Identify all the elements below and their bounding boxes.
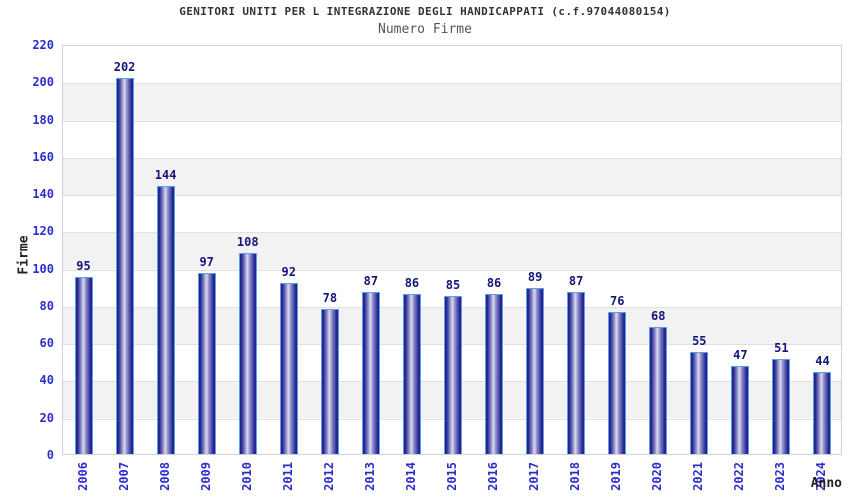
bar-2023 — [772, 358, 791, 454]
x-tick-label-2020: 2020 — [650, 462, 665, 491]
bar-value-label: 87 — [568, 273, 584, 288]
bar-value-label: 44 — [815, 354, 830, 368]
bar-value-label: 51 — [774, 340, 789, 355]
x-tick-label-2015: 2015 — [445, 462, 459, 491]
bar-value-label: 97 — [199, 255, 214, 270]
x-tick-label-2012: 2012 — [321, 462, 336, 491]
bar-2024 — [813, 372, 832, 454]
x-tick-label-2010: 2010 — [239, 462, 254, 491]
plot-area: 95 202 144 97 108 92 78 87 86 85 86 89 87 76 68 55 47 51 4… — [62, 45, 842, 455]
y-tick-label: 200 — [32, 75, 54, 90]
y-tick-label: 20 — [39, 410, 54, 425]
bar-2013 — [361, 291, 380, 454]
x-tick-label-2008: 2008 — [157, 462, 172, 491]
bar-value-label: 85 — [445, 277, 461, 292]
bar-2014 — [402, 293, 421, 454]
x-tick-label-2007: 2007 — [116, 462, 131, 491]
y-tick-label: 120 — [32, 224, 54, 239]
gridline — [63, 232, 841, 234]
bar-2022 — [731, 366, 750, 454]
bar-2006 — [74, 276, 93, 454]
x-tick-label-2021: 2021 — [691, 462, 706, 491]
bar-2011 — [279, 282, 298, 454]
x-tick-label-2014: 2014 — [403, 462, 418, 491]
bar-value-label: 76 — [609, 294, 625, 309]
bar-value-label: 86 — [404, 275, 420, 290]
bar-value-label: 202 — [113, 59, 136, 74]
gridline — [63, 157, 841, 159]
y-tick-label: 220 — [32, 38, 54, 52]
x-tick-label-2019: 2019 — [609, 462, 624, 491]
bar-2017 — [526, 288, 545, 454]
gridline — [63, 195, 841, 197]
bar-value-label: 86 — [486, 275, 502, 290]
bar-2020 — [649, 327, 668, 454]
x-tick-label-2022: 2022 — [732, 462, 747, 491]
bar-value-label: 144 — [154, 167, 177, 182]
y-tick-label: 160 — [32, 149, 54, 164]
bar-2012 — [320, 308, 339, 454]
bar-2015 — [444, 295, 462, 454]
y-tick-label: 40 — [39, 373, 54, 388]
gridline — [63, 83, 841, 85]
chart-subtitle: Numero Firme — [378, 22, 472, 37]
y-tick-label: 80 — [39, 298, 54, 313]
gridline — [63, 120, 841, 122]
x-tick-label-2013: 2013 — [362, 462, 377, 491]
bar-2018 — [567, 291, 586, 454]
x-tick-label-2009: 2009 — [198, 462, 213, 491]
x-tick-label-2006: 2006 — [75, 462, 90, 491]
bar-2008 — [156, 185, 175, 454]
bar-2009 — [197, 273, 216, 454]
bar-2010 — [238, 252, 257, 454]
bar-2016 — [485, 293, 504, 454]
y-tick-label: 140 — [32, 187, 54, 202]
bar-value-label: 68 — [651, 309, 666, 324]
y-tick-label: 60 — [39, 336, 54, 351]
x-axis-title: Anno — [810, 476, 842, 491]
bar-value-label: 87 — [363, 273, 379, 288]
bar-value-label: 92 — [281, 264, 297, 279]
x-tick-label-2023: 2023 — [773, 462, 788, 491]
bar-value-label: 47 — [733, 348, 748, 363]
bar-value-label: 55 — [692, 333, 707, 348]
bar-2021 — [690, 351, 709, 454]
x-tick-label-2011: 2011 — [280, 462, 295, 491]
bar-value-label: 78 — [322, 290, 338, 305]
y-tick-label: 100 — [32, 261, 54, 276]
bar-2019 — [608, 312, 627, 454]
y-tick-label: 0 — [46, 448, 54, 462]
bar-value-label: 95 — [76, 258, 91, 273]
x-tick-label-2016: 2016 — [486, 462, 501, 491]
gridline — [63, 269, 841, 271]
chart-title: GENITORI UNITI PER L INTEGRAZIONE DEGLI … — [179, 5, 671, 18]
x-tick-label-2018: 2018 — [568, 462, 583, 491]
y-tick-label: 180 — [32, 112, 54, 127]
x-tick-label-2017: 2017 — [527, 462, 542, 491]
bar-2007 — [115, 77, 134, 454]
bar-value-label: 108 — [236, 234, 259, 249]
bar-value-label: 89 — [527, 270, 543, 285]
